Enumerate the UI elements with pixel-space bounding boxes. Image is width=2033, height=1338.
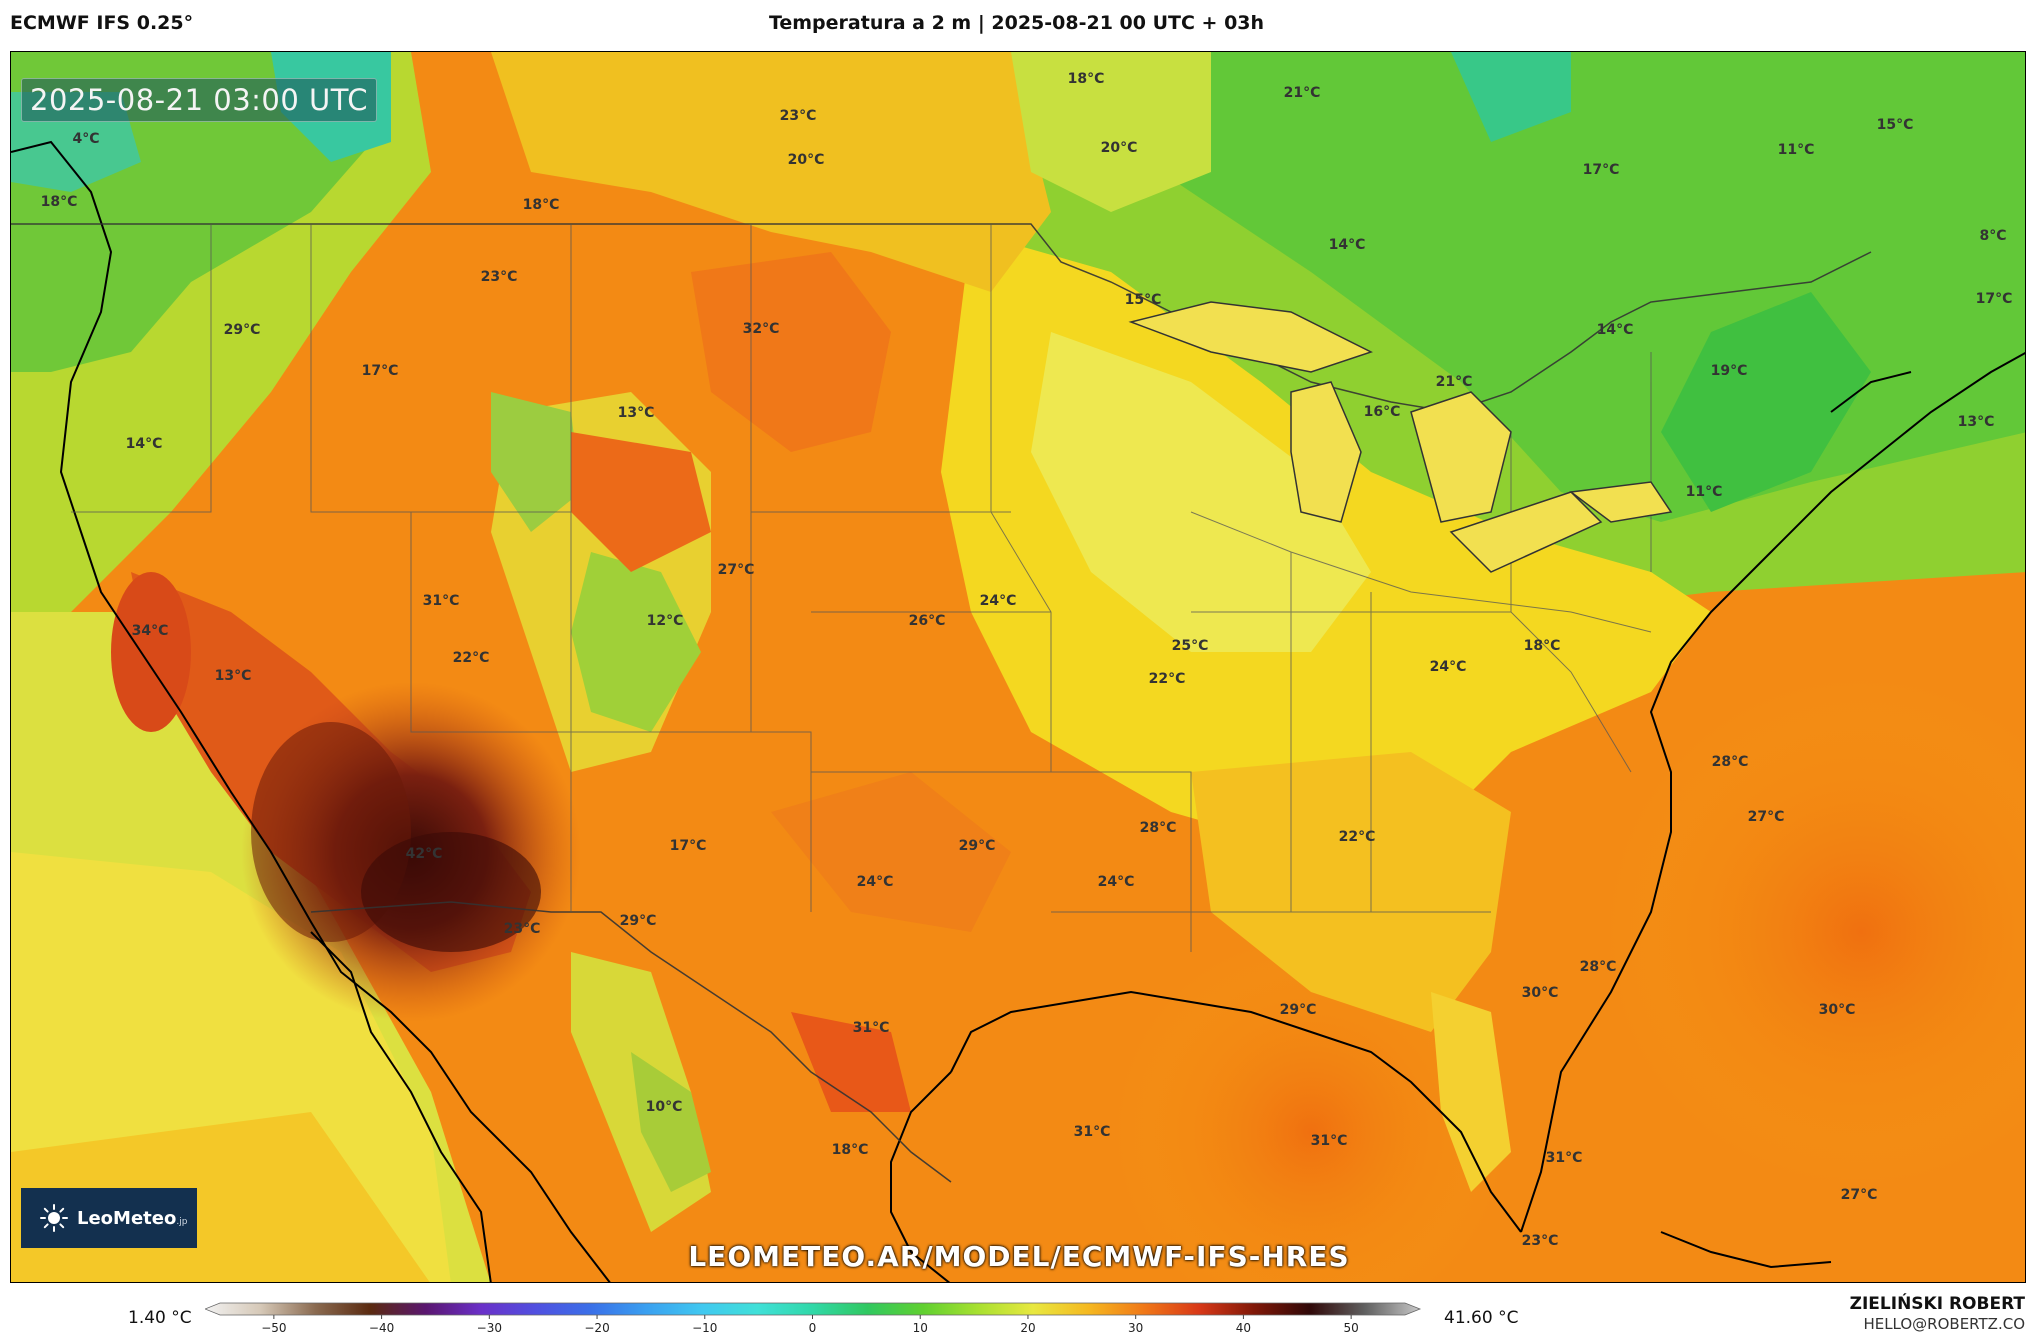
temperature-label: 21°C <box>1435 374 1473 390</box>
temperature-label: 17°C <box>1582 162 1620 178</box>
temperature-label: 29°C <box>1279 1002 1317 1018</box>
temperature-label: 20°C <box>1100 140 1138 156</box>
temperature-label: 30°C <box>1818 1002 1856 1018</box>
colorbar-tick-label: −40 <box>369 1321 394 1335</box>
temperature-label: 23°C <box>503 921 541 937</box>
temperature-label: 31°C <box>422 593 460 609</box>
temperature-label: 15°C <box>1876 117 1914 133</box>
temperature-label: 4°C <box>72 131 100 147</box>
map-title: Temperatura a 2 m | 2025-08-21 00 UTC + … <box>768 12 1265 34</box>
temperature-map[interactable]: 2025-08-21 03:00 UTC 4°C 18°C 18°C 23°C … <box>10 51 2026 1283</box>
sun-icon <box>40 1204 68 1232</box>
temperature-label: 13°C <box>617 405 655 421</box>
temperature-label: 29°C <box>223 322 261 338</box>
leometeo-logo[interactable]: LeoMeteo.jp <box>21 1188 197 1248</box>
colorbar-tick-label: 0 <box>809 1321 817 1335</box>
temperature-label: 27°C <box>1840 1187 1878 1203</box>
header: ECMWF IFS 0.25° Temperatura a 2 m | 2025… <box>0 0 2033 50</box>
colorbar-tick-label: 40 <box>1236 1321 1251 1335</box>
temperature-label: 31°C <box>1545 1150 1583 1166</box>
temperature-label: 18°C <box>522 197 560 213</box>
temperature-label: 10°C <box>645 1099 683 1115</box>
temperature-label: 28°C <box>1711 754 1749 770</box>
temperature-label: 22°C <box>1338 829 1376 845</box>
temperature-label: 14°C <box>125 436 163 452</box>
temperature-label: 18°C <box>1067 71 1105 87</box>
author-email[interactable]: HELLO@ROBERTZ.CO <box>1863 1315 2025 1333</box>
min-temperature-value: 1.40 °C <box>128 1308 192 1328</box>
colorbar-tick-label: 10 <box>913 1321 928 1335</box>
temperature-label: 28°C <box>1139 820 1177 836</box>
temperature-label: 20°C <box>787 152 825 168</box>
colorbar-tick-label: 50 <box>1343 1321 1358 1335</box>
temperature-label: 15°C <box>1124 292 1162 308</box>
temperature-label: 22°C <box>1148 671 1186 687</box>
temperature-label: 34°C <box>131 623 169 639</box>
temperature-label: 18°C <box>40 194 78 210</box>
colorbar-tick-label: −20 <box>584 1321 609 1335</box>
temperature-label: 32°C <box>742 321 780 337</box>
temperature-label: 23°C <box>779 108 817 124</box>
colorbar-tick-label: −10 <box>692 1321 717 1335</box>
temperature-label: 17°C <box>361 363 399 379</box>
temperature-label: 24°C <box>1429 659 1467 675</box>
logo-name: LeoMeteo <box>77 1207 177 1229</box>
temperature-label: 29°C <box>958 838 996 854</box>
temperature-label: 25°C <box>1171 638 1209 654</box>
colorbar-tick-label: −30 <box>477 1321 502 1335</box>
temperature-label: 8°C <box>1979 228 2007 244</box>
model-name: ECMWF IFS 0.25° <box>10 12 194 34</box>
timestamp-badge: 2025-08-21 03:00 UTC <box>21 78 378 122</box>
temperature-label: 16°C <box>1363 404 1401 420</box>
temperature-label: 17°C <box>1975 291 2013 307</box>
temperature-label: 11°C <box>1777 142 1815 158</box>
temperature-label: 26°C <box>908 613 946 629</box>
website-watermark[interactable]: LEOMETEO.AR/MODEL/ECMWF-IFS-HRES <box>688 1240 1350 1273</box>
logo-text: LeoMeteo.jp <box>77 1208 187 1229</box>
temperature-label: 13°C <box>1957 414 1995 430</box>
colorbar-tick-label: 20 <box>1020 1321 1035 1335</box>
temperature-label: 42°C <box>405 846 443 862</box>
temperature-label: 14°C <box>1596 322 1634 338</box>
temperature-field <box>11 52 2025 1282</box>
colorbar-tick-label: 30 <box>1128 1321 1143 1335</box>
colorbar-tick-label: −50 <box>261 1321 286 1335</box>
temperature-label: 14°C <box>1328 237 1366 253</box>
colorbar-ticks: −50 −40 −30 −20 −10 0 10 20 30 40 50 <box>261 1315 1359 1335</box>
temperature-colorbar: −50 −40 −30 −20 −10 0 10 20 30 40 50 <box>205 1302 1422 1335</box>
temperature-label: 28°C <box>1579 959 1617 975</box>
max-temperature-value: 41.60 °C <box>1444 1308 1519 1328</box>
logo-suffix: .jp <box>176 1216 188 1227</box>
temperature-label: 30°C <box>1521 985 1559 1001</box>
temperature-label: 18°C <box>831 1142 869 1158</box>
temperature-label: 27°C <box>717 562 755 578</box>
temperature-label: 12°C <box>646 613 684 629</box>
temperature-label: 27°C <box>1747 809 1785 825</box>
footer: 1.40 °C −50 −40 −30 −20 −10 0 10 20 30 40 50 41.60… <box>0 1286 2033 1338</box>
temperature-label: 23°C <box>1521 1233 1559 1249</box>
temperature-label: 21°C <box>1283 85 1321 101</box>
temperature-label: 11°C <box>1685 484 1723 500</box>
temperature-label: 31°C <box>852 1020 890 1036</box>
colorbar-scale <box>205 1302 1422 1316</box>
temperature-label: 24°C <box>856 874 894 890</box>
temperature-label: 19°C <box>1710 363 1748 379</box>
temperature-label: 17°C <box>669 838 707 854</box>
temperature-label: 13°C <box>214 668 252 684</box>
author-name: ZIELIŃSKI ROBERT <box>1849 1294 2025 1314</box>
temperature-label: 24°C <box>979 593 1017 609</box>
temperature-label: 31°C <box>1310 1133 1348 1149</box>
temperature-label: 24°C <box>1097 874 1135 890</box>
temperature-label: 31°C <box>1073 1124 1111 1140</box>
temperature-label: 29°C <box>619 913 657 929</box>
temperature-label: 18°C <box>1523 638 1561 654</box>
temperature-label: 22°C <box>452 650 490 666</box>
temperature-label: 23°C <box>480 269 518 285</box>
